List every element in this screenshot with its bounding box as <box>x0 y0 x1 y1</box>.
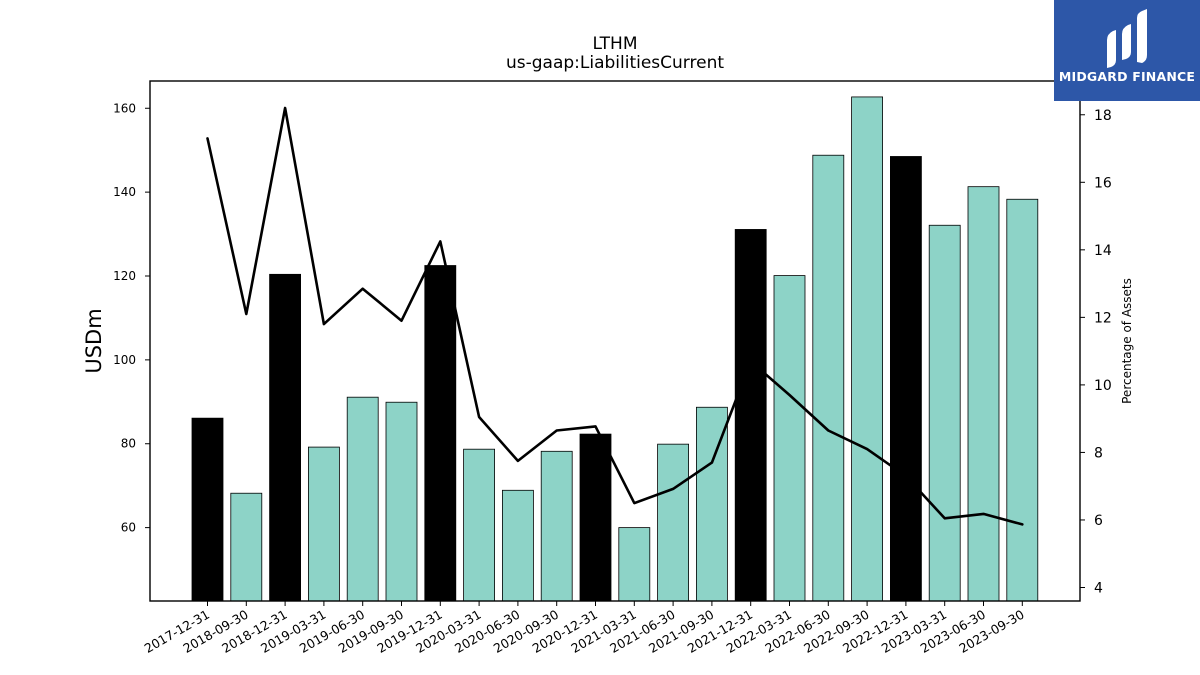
y-tick-label: 100 <box>113 353 136 367</box>
bar-2021-12-31 <box>734 229 767 602</box>
y2-tick-label: 16 <box>1094 175 1112 191</box>
line-series <box>206 106 1024 526</box>
bar-2022-12-31 <box>890 156 922 602</box>
bar-2023-03-31 <box>928 224 961 602</box>
bar-2019-12-31 <box>424 265 457 602</box>
bar-2021-03-31 <box>618 527 651 602</box>
y-tick-label: 140 <box>113 185 136 199</box>
x-axis-ticks: 2017-12-312018-09-302018-12-312019-03-31… <box>142 601 1027 656</box>
bar-series <box>191 96 1039 602</box>
brand-logo-background <box>1054 0 1200 101</box>
y2-tick-label: 8 <box>1094 445 1103 461</box>
bar-2020-06-30 <box>501 489 534 602</box>
bar-2021-09-30 <box>696 406 728 602</box>
chart-title: LTHM <box>593 34 638 54</box>
chart-subtitle: us-gaap:LiabilitiesCurrent <box>506 53 724 73</box>
y2-tick-label: 18 <box>1094 108 1112 124</box>
midgard-mark-icon <box>1107 9 1147 68</box>
y-tick-label: 120 <box>113 269 136 283</box>
bar-2022-09-30 <box>851 96 883 602</box>
y-axis-ticks: 60 80 100 120 140 160 <box>113 101 150 535</box>
bar-2017-12-31 <box>191 417 224 602</box>
y2-axis-ticks: 4 6 8 10 12 14 16 18 <box>1080 108 1112 596</box>
bar-2021-06-30 <box>657 443 689 602</box>
y2-tick-label: 6 <box>1094 513 1103 529</box>
bar-2020-12-31 <box>579 433 612 602</box>
bar-2022-06-30 <box>812 154 845 602</box>
y-tick-label: 80 <box>121 437 136 451</box>
y-tick-label: 160 <box>113 101 136 115</box>
bar-2023-09-30 <box>1006 198 1039 602</box>
plot-frame <box>149 80 1081 602</box>
bar-2020-03-31 <box>463 448 496 602</box>
brand-logo: MIDGARD FINANCE <box>1054 0 1200 101</box>
y-tick-label: 60 <box>121 521 136 535</box>
bar-2019-03-31 <box>307 446 340 602</box>
bar-2023-06-30 <box>967 186 1000 602</box>
axes <box>149 80 1081 602</box>
bar-2022-03-31 <box>773 275 806 602</box>
y2-tick-label: 10 <box>1094 378 1112 394</box>
bar-2020-09-30 <box>540 450 573 602</box>
y2-axis-label: Percentage of Assets <box>1120 278 1134 404</box>
percentage-line <box>206 106 1024 526</box>
bar-2018-09-30 <box>230 492 263 602</box>
bar-2018-12-31 <box>269 273 302 602</box>
bar-2019-09-30 <box>385 401 418 602</box>
y2-tick-label: 4 <box>1094 580 1103 596</box>
y2-tick-label: 12 <box>1094 310 1112 326</box>
brand-name: MIDGARD FINANCE <box>1058 69 1196 84</box>
bar-2019-06-30 <box>346 396 379 602</box>
y2-tick-label: 14 <box>1094 243 1112 259</box>
y-axis-label: USDm <box>82 308 106 373</box>
